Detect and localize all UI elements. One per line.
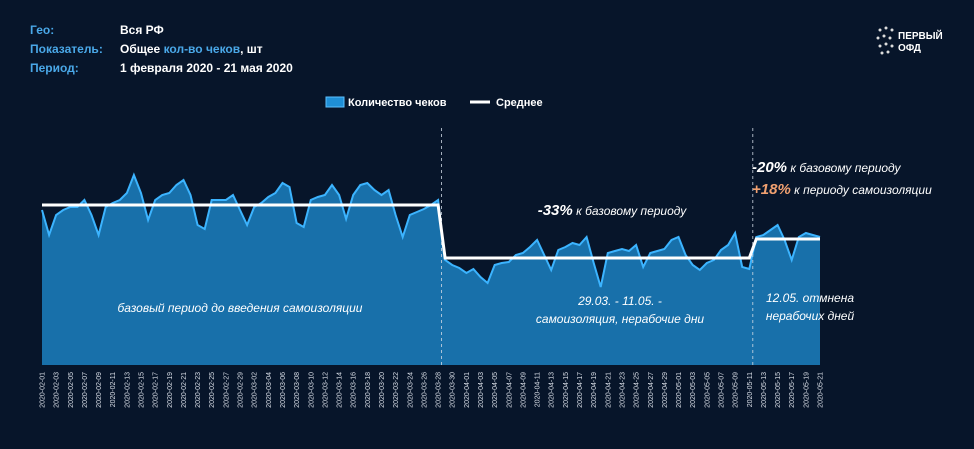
header-label: Гео: bbox=[30, 23, 54, 37]
x-tick-label: 2020-02-15 bbox=[139, 372, 146, 408]
header-value: Общее кол-во чеков, шт bbox=[120, 42, 263, 56]
annotation-part: -20% bbox=[752, 159, 787, 176]
x-tick-label: 2020-04-01 bbox=[464, 372, 471, 408]
x-tick-label: 2020-03-08 bbox=[294, 372, 301, 408]
header-value: 1 февраля 2020 - 21 мая 2020 bbox=[120, 61, 293, 75]
x-tick-label: 2020-03-30 bbox=[450, 372, 457, 408]
annotation-part: к периоду самоизоляции bbox=[791, 183, 932, 197]
annotation-part: -33% bbox=[538, 202, 573, 219]
x-tick-label: 2020-03-20 bbox=[379, 372, 386, 408]
x-tick-label: 2020-03-06 bbox=[280, 372, 287, 408]
logo: ПЕРВЫЙ ОФД bbox=[876, 26, 943, 55]
legend-swatch bbox=[325, 96, 345, 108]
annotation: нерабочих дней bbox=[766, 309, 855, 323]
x-tick-label: 2020-04-07 bbox=[506, 372, 513, 408]
x-tick-label: 2020-03-22 bbox=[393, 372, 400, 408]
x-tick-label: 2020-04-27 bbox=[648, 372, 655, 408]
x-tick-label: 2020-03-02 bbox=[252, 372, 259, 408]
annotation: 29.03. - 11.05. - bbox=[577, 294, 662, 308]
x-tick-label: 2020-04-15 bbox=[563, 372, 570, 408]
x-tick-label: 2020-03-28 bbox=[436, 372, 443, 408]
x-tick-label: 2020-05-09 bbox=[733, 372, 740, 408]
x-tick-label: 2020-04-17 bbox=[577, 372, 584, 408]
header-value-part: Вся РФ bbox=[120, 23, 164, 37]
annotation-part: +18% bbox=[752, 181, 791, 198]
annotation: базовый период до введения самоизоляции bbox=[118, 301, 363, 315]
x-tick-label: 2020-03-18 bbox=[365, 372, 372, 408]
x-tick-label: 2020-02-19 bbox=[167, 372, 174, 408]
x-tick-label: 2020-03-10 bbox=[308, 372, 315, 408]
x-tick-label: 2020-02-29 bbox=[238, 372, 245, 408]
x-tick-label: 2020-04-25 bbox=[634, 372, 641, 408]
x-tick-label: 2020-04-13 bbox=[549, 372, 556, 408]
x-tick-label: 2020-03-12 bbox=[322, 372, 329, 408]
x-tick-label: 2020-05-19 bbox=[803, 372, 810, 408]
legend-label: Среднее bbox=[496, 97, 543, 109]
x-tick-label: 2020-04-11 bbox=[535, 372, 542, 407]
logo-text: ПЕРВЫЙ bbox=[898, 29, 943, 42]
x-tick-label: 2020-03-14 bbox=[337, 372, 344, 408]
x-tick-label: 2020-02-07 bbox=[82, 372, 89, 408]
x-tick-label: 2020-02-11 bbox=[110, 372, 117, 407]
header-value-part: 1 февраля 2020 - 21 мая 2020 bbox=[120, 61, 293, 75]
header-value-part: Общее bbox=[120, 42, 164, 56]
x-tick-label: 2020-03-24 bbox=[407, 372, 414, 408]
x-tick-label: 2020-02-21 bbox=[181, 372, 188, 408]
annotation: 12.05. отмнена bbox=[766, 291, 854, 305]
x-tick-label: 2020-05-15 bbox=[775, 372, 782, 408]
annotation: -20% к базовому периоду bbox=[752, 159, 902, 176]
x-tick-label: 2020-04-23 bbox=[619, 372, 626, 408]
header-value-part: кол-во чеков bbox=[164, 42, 241, 56]
x-tick-label: 2020-05-11 bbox=[747, 372, 754, 407]
annotation-part: к базовому периоду bbox=[573, 204, 688, 218]
x-tick-label: 2020-02-25 bbox=[209, 372, 216, 408]
x-tick-label: 2020-02-17 bbox=[153, 372, 160, 408]
x-tick-label: 2020-04-03 bbox=[478, 372, 485, 408]
x-tick-label: 2020-02-05 bbox=[68, 372, 75, 408]
area-fill bbox=[42, 175, 820, 365]
x-tick-label: 2020-03-04 bbox=[266, 372, 273, 408]
x-tick-label: 2020-02-13 bbox=[124, 372, 131, 408]
annotation-part: к базовому периоду bbox=[787, 161, 902, 175]
header-label: Показатель: bbox=[30, 42, 103, 56]
x-tick-label: 2020-05-03 bbox=[690, 372, 697, 408]
x-tick-label: 2020-05-13 bbox=[761, 372, 768, 408]
header-value-part: , шт bbox=[240, 42, 263, 56]
annotation: +18% к периоду самоизоляции bbox=[752, 181, 932, 198]
x-tick-label: 2020-05-17 bbox=[789, 372, 796, 408]
x-tick-label: 2020-05-05 bbox=[704, 372, 711, 408]
x-tick-label: 2020-05-01 bbox=[676, 372, 683, 408]
header-label: Период: bbox=[30, 61, 79, 75]
x-tick-label: 2020-04-09 bbox=[520, 372, 527, 408]
legend-label: Количество чеков bbox=[348, 97, 447, 109]
x-tick-label: 2020-03-16 bbox=[351, 372, 358, 408]
x-tick-label: 2020-05-07 bbox=[718, 372, 725, 408]
x-tick-label: 2020-03-26 bbox=[421, 372, 428, 408]
x-tick-label: 2020-02-27 bbox=[223, 372, 230, 408]
x-tick-label: 2020-04-21 bbox=[605, 372, 612, 408]
mean-line bbox=[42, 203, 820, 260]
x-tick-label: 2020-04-19 bbox=[591, 372, 598, 408]
x-tick-label: 2020-02-03 bbox=[54, 372, 61, 408]
annotation: самоизоляция, нерабочие дни bbox=[536, 312, 705, 326]
header-value: Вся РФ bbox=[120, 23, 164, 37]
x-tick-label: 2020-02-01 bbox=[40, 372, 47, 408]
x-tick-label: 2020-04-05 bbox=[492, 372, 499, 408]
x-tick-label: 2020-02-09 bbox=[96, 372, 103, 408]
logo-text: ОФД bbox=[898, 43, 921, 54]
x-tick-label: 2020-05-21 bbox=[818, 372, 825, 408]
x-tick-label: 2020-02-23 bbox=[195, 372, 202, 408]
annotation: -33% к базовому периоду bbox=[538, 202, 688, 219]
x-tick-label: 2020-04-29 bbox=[662, 372, 669, 408]
